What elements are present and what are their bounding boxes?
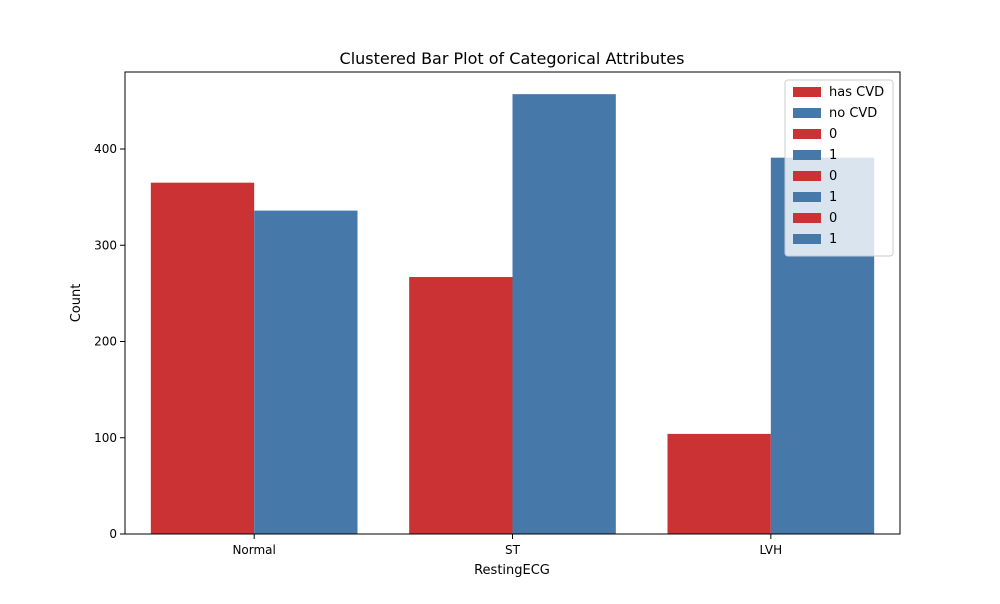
x-tick-label: Normal xyxy=(232,543,275,557)
y-tick-label: 300 xyxy=(94,238,117,252)
bar-no-cvd-st xyxy=(512,94,616,534)
legend-swatch xyxy=(793,129,821,139)
y-tick-label: 0 xyxy=(109,527,117,541)
legend-swatch xyxy=(793,87,821,97)
legend-swatch xyxy=(793,150,821,160)
legend-swatch xyxy=(793,171,821,181)
y-tick-label: 400 xyxy=(94,142,117,156)
legend-label: 1 xyxy=(829,190,837,205)
bar-has-cvd-lvh xyxy=(667,433,771,534)
x-tick-label: LVH xyxy=(760,543,783,557)
legend: has CVD no CVD 0 1 0 1 0 1 xyxy=(784,79,894,257)
legend-label: 1 xyxy=(829,232,837,247)
x-axis-label: RestingECG xyxy=(474,563,550,578)
chart-title: Clustered Bar Plot of Categorical Attrib… xyxy=(340,49,685,68)
legend-label: no CVD xyxy=(829,106,877,121)
legend-label: 0 xyxy=(829,211,837,226)
bar-no-cvd-normal xyxy=(254,210,358,534)
legend-swatch xyxy=(793,213,821,223)
legend-label: 0 xyxy=(829,169,837,184)
bar-has-cvd-normal xyxy=(150,182,255,534)
bar-has-cvd-st xyxy=(409,277,513,534)
legend-label: 1 xyxy=(829,148,837,163)
legend-box xyxy=(784,79,894,257)
x-tick-label: ST xyxy=(505,543,521,557)
y-axis-label: Count xyxy=(69,284,84,323)
y-tick-label: 200 xyxy=(94,335,117,349)
legend-swatch xyxy=(793,234,821,244)
bars-layer xyxy=(150,94,875,534)
y-axis: 0 100 200 300 400 xyxy=(94,142,125,541)
legend-swatch xyxy=(793,192,821,202)
legend-label: 0 xyxy=(829,127,837,142)
legend-label: has CVD xyxy=(829,85,884,100)
legend-swatch xyxy=(793,108,821,118)
y-tick-label: 100 xyxy=(94,431,117,445)
x-axis: Normal ST LVH xyxy=(232,534,782,557)
